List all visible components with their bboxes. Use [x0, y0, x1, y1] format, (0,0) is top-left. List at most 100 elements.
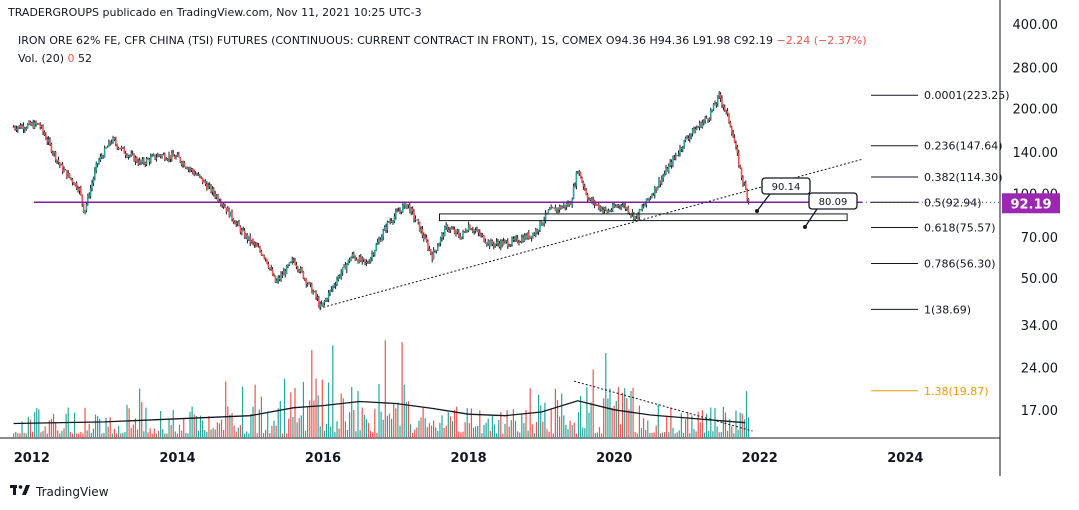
volume-legend[interactable]: Vol. (20) 0 52 [18, 52, 92, 65]
candle-body [199, 174, 201, 177]
candle-body [287, 265, 289, 267]
candle-body [182, 162, 184, 165]
candle-body [438, 243, 441, 247]
candle-body [376, 242, 379, 245]
candle-body [284, 271, 287, 274]
change-value: −2.24 (−2.37%) [776, 34, 867, 47]
candle-body [639, 209, 642, 211]
candle-body [625, 207, 628, 209]
candle-body [673, 157, 676, 159]
symbol-legend[interactable]: IRON ORE 62% FE, CFR CHINA (TSI) FUTURES… [18, 34, 867, 47]
candle-body [399, 210, 401, 212]
candle-body [292, 259, 295, 261]
candle-body [102, 156, 105, 158]
candle-body [488, 240, 491, 247]
candle-body [550, 207, 552, 210]
candle-body [481, 234, 484, 236]
candle-body [561, 206, 564, 209]
candle-body [358, 256, 361, 263]
y-tick-label: 34.00 [1021, 319, 1058, 334]
candle-body [133, 154, 135, 162]
candle-body [295, 264, 298, 267]
candle-body [122, 147, 124, 149]
candle-body [512, 238, 515, 241]
footer-brand: TradingView [36, 485, 109, 499]
candle-body [614, 206, 617, 208]
y-tick-label: 400.00 [1013, 18, 1059, 33]
candle-body [138, 160, 141, 164]
candle-body [691, 128, 694, 134]
candle-body [315, 291, 317, 298]
candle-body [667, 165, 670, 172]
candle-body [540, 221, 543, 225]
candle-body [325, 298, 327, 302]
candle-body [546, 212, 548, 214]
candle-body [92, 178, 95, 184]
candle-body [197, 174, 200, 176]
candle-body [458, 232, 460, 237]
candle-body [694, 129, 697, 134]
candle-body [173, 156, 176, 159]
x-tick-label: 2016 [305, 451, 341, 466]
candle-body [700, 122, 702, 128]
candle-body [444, 227, 446, 237]
candle-body [129, 155, 131, 157]
candle-body [537, 229, 540, 232]
candle-body [695, 127, 698, 130]
candle-body [606, 209, 608, 213]
candle-body [525, 235, 527, 239]
candle-body [39, 124, 42, 128]
candle-body [281, 274, 284, 276]
candle-body [616, 206, 618, 208]
candle-body [746, 189, 748, 200]
candle-body [466, 231, 469, 233]
candle-body [737, 153, 740, 166]
candle-body [278, 277, 281, 280]
x-axis[interactable]: 2012 2014 2016 2018 2020 2022 2024 [14, 451, 924, 466]
symbol-title[interactable]: IRON ORE 62% FE, CFR CHINA (TSI) FUTURES… [18, 34, 603, 47]
candle-body [253, 242, 256, 245]
candle-body [595, 204, 597, 206]
candle-body [418, 221, 421, 231]
volume-label[interactable]: Vol. (20) [18, 52, 65, 65]
candle-body [513, 238, 516, 241]
candle-body [648, 197, 650, 200]
candle-body [168, 155, 170, 160]
chart-svg[interactable]: 400.00280.00200.00140.00100.0070.0050.00… [0, 0, 1079, 476]
candle-body [474, 229, 477, 231]
chart-area[interactable]: 400.00280.00200.00140.00100.0070.0050.00… [0, 0, 1079, 476]
open-value: O94.36 [605, 34, 646, 47]
candle-body [134, 157, 137, 162]
candle-body [427, 241, 429, 250]
last-price-label: 92.19 [1010, 197, 1051, 212]
drawings[interactable]: 90.14 80.09 [34, 158, 1000, 432]
fibonacci-levels[interactable]: 0.0001(223.25) 0.236(147.64) 0.382(114.30)… [871, 89, 1010, 398]
candle-body [477, 230, 480, 233]
candle-body [632, 212, 635, 219]
candle-body [94, 170, 96, 179]
x-tick-label: 2014 [159, 451, 195, 466]
candle-body [326, 298, 329, 300]
candle-body [152, 154, 155, 156]
candle-body [479, 232, 481, 236]
candle-body [655, 187, 657, 191]
candle-body [596, 204, 599, 206]
candle-body [339, 275, 341, 278]
candle-body [109, 141, 112, 144]
y-axis[interactable]: 400.00280.00200.00140.00100.0070.0050.00… [1013, 18, 1059, 419]
candle-body [430, 249, 432, 254]
candle-body [344, 264, 347, 270]
candle-body [588, 199, 590, 201]
candle-body [105, 147, 107, 149]
candle-body [285, 265, 288, 274]
candle-body [329, 290, 331, 293]
candle-body [410, 208, 413, 213]
candle-body [516, 237, 519, 243]
candle-body [490, 240, 492, 247]
candle-body [117, 148, 120, 150]
candle-body [89, 188, 92, 197]
candle-body [637, 214, 639, 218]
candle-body [434, 250, 436, 252]
candle-body [400, 210, 403, 213]
candle-body [336, 279, 338, 285]
